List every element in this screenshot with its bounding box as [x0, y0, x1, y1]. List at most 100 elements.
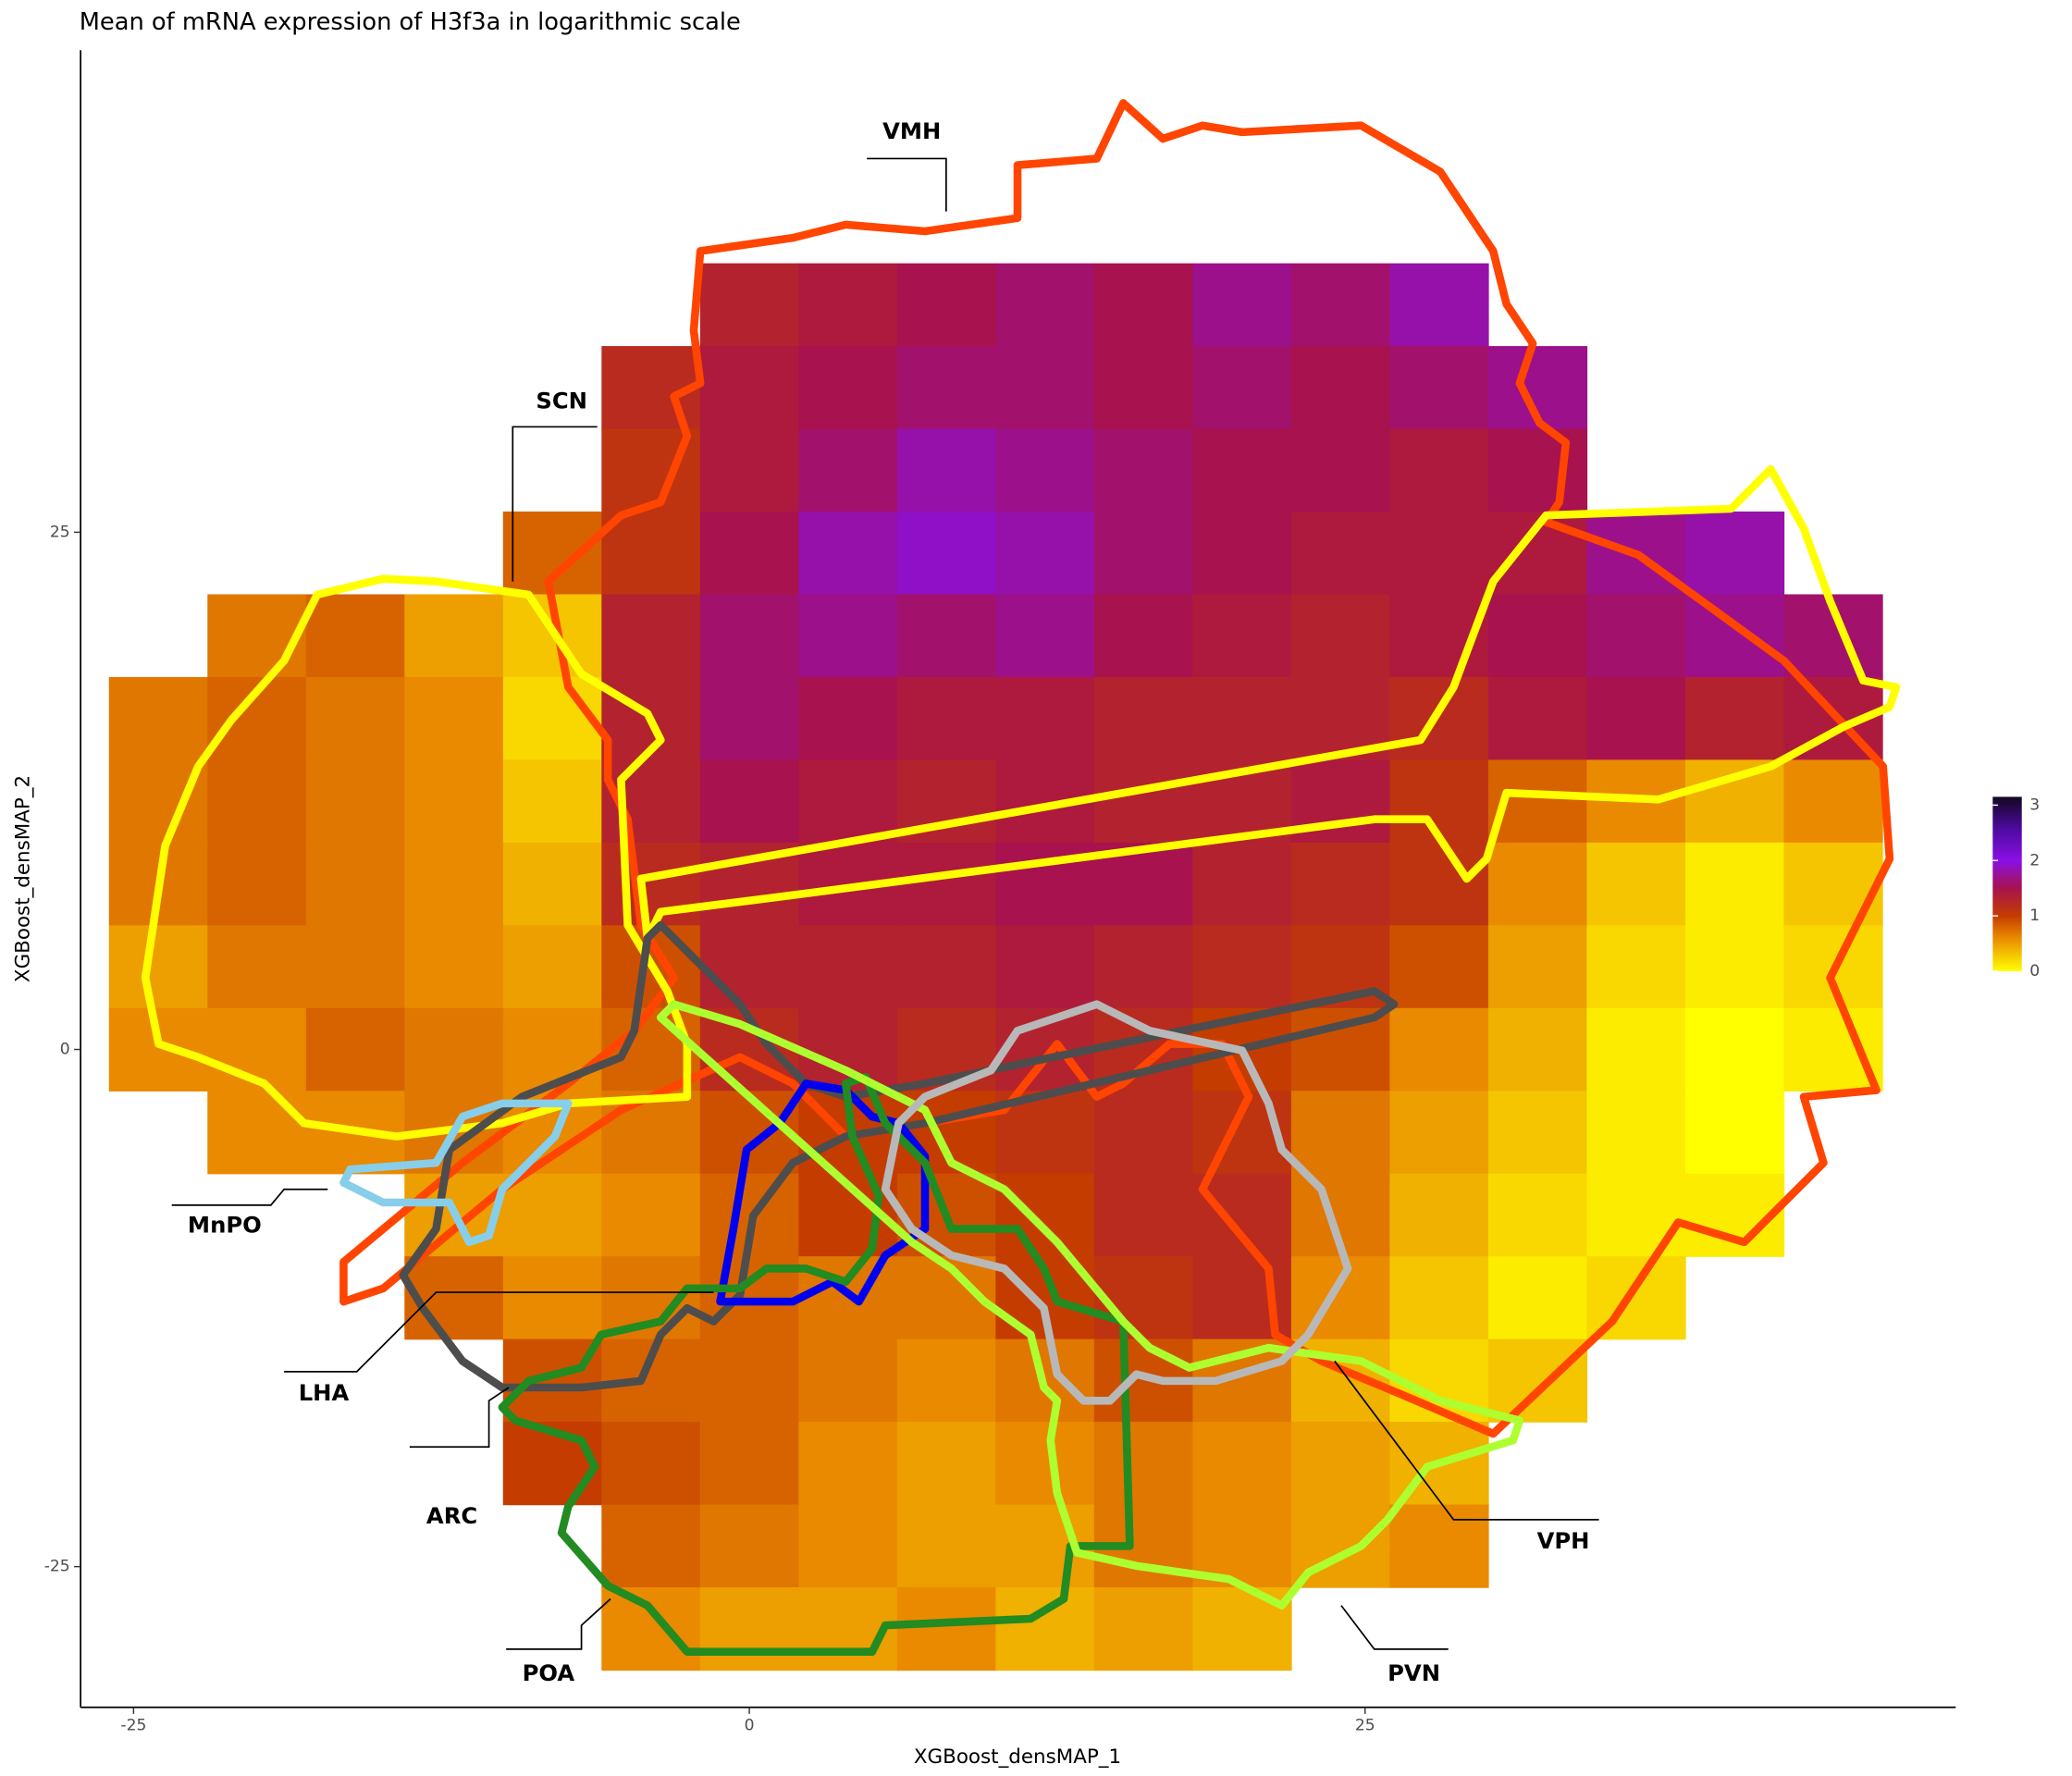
hexbin-cell: [1684, 759, 1785, 844]
hexbin-cell: [305, 759, 406, 844]
hexbin-cell: [896, 594, 997, 678]
hexbin-cell: [1290, 1422, 1391, 1506]
hexbin-cell: [404, 676, 504, 761]
hexbin-cell: [896, 346, 997, 430]
hexbin-cell: [1586, 842, 1686, 927]
hexbin-cell: [1093, 1586, 1194, 1671]
hexbin-cell: [1389, 428, 1489, 512]
hexbin-cell: [305, 925, 406, 1009]
hexbin-cell: [995, 428, 1095, 512]
region-label: VMH: [882, 117, 941, 144]
hexbin-cell: [1389, 1007, 1489, 1092]
hexbin-cell: [1684, 1091, 1785, 1175]
hexbin-cell: [1389, 346, 1489, 430]
hexbin-cell: [601, 512, 701, 596]
hexbin-cell: [699, 1091, 800, 1175]
hexbin-cell: [1487, 594, 1588, 678]
hexbin-cell: [1093, 1256, 1194, 1340]
hexbin-cell: [798, 1504, 898, 1588]
region-outline: [636, 464, 1901, 943]
hexbin-cell: [1684, 925, 1785, 1009]
hexbin-cell: [995, 1586, 1095, 1671]
hexbin-cell: [1093, 1173, 1194, 1257]
hexbin-cell: [798, 428, 898, 512]
hexbin-cell: [1487, 676, 1588, 761]
region-label: MnPO: [188, 1212, 262, 1239]
hexbin-cell: [699, 346, 800, 430]
hexbin-cell: [1290, 263, 1391, 347]
hexbin-cell: [1684, 594, 1785, 678]
y-axis-title: XGBoost_densMAP_2: [12, 775, 35, 982]
colorbar-tick-label: 1: [2029, 906, 2040, 925]
hexbin-cell: [404, 842, 504, 927]
hexbin-cell: [699, 1504, 800, 1588]
hexbin-cell: [601, 1586, 701, 1671]
hexbin-cell: [1290, 1256, 1391, 1340]
hexbin-cell: [798, 925, 898, 1009]
hexbin-cell: [1192, 346, 1292, 430]
hexbin-cell: [798, 512, 898, 596]
hexbin-cell: [305, 842, 406, 927]
hexbin-cell: [1487, 1007, 1588, 1092]
hexbin-cell: [601, 842, 701, 927]
hexbin-cell: [1389, 1091, 1489, 1175]
hexbin-cell: [1586, 1173, 1686, 1257]
hexbin-cell: [1586, 925, 1686, 1009]
region-outline: [498, 1073, 1134, 1656]
y-tick-label: 25: [50, 523, 70, 541]
hexbin-cell: [502, 1256, 603, 1340]
hexbin-cell: [1783, 1007, 1883, 1092]
hexbin-cell: [896, 676, 997, 761]
hexbin-cell: [798, 346, 898, 430]
hexbin-cell: [1290, 428, 1391, 512]
hexbin-cell: [404, 925, 504, 1009]
hexbin-cell: [1093, 1091, 1194, 1175]
hexbin-cell: [1192, 842, 1292, 927]
hexbin-cell: [995, 512, 1095, 596]
hexbin-cell: [896, 1422, 997, 1506]
region-label: POA: [523, 1659, 575, 1686]
hexbin-cell: [1586, 1091, 1686, 1175]
hexbin-cell: [995, 1422, 1095, 1506]
region-outline: [657, 1000, 1524, 1610]
hexbin-cell: [601, 1091, 701, 1175]
hexbin-cell: [798, 1007, 898, 1092]
hexbin-cell: [699, 428, 800, 512]
hexbin-cell: [1093, 346, 1194, 430]
x-tick-label: 0: [745, 1717, 755, 1735]
hexbin-cell: [601, 594, 701, 678]
region-label: PVN: [1388, 1659, 1440, 1686]
hexbin-cell: [1487, 1091, 1588, 1175]
hexbin-cell: [1684, 676, 1785, 761]
hexbin-cell: [1684, 1007, 1785, 1092]
region-outline: [339, 1099, 573, 1247]
region-label: ARC: [426, 1502, 477, 1529]
hexbin-cell: [1093, 512, 1194, 596]
y-tick-label: 0: [60, 1041, 70, 1059]
region-outline: [399, 920, 1399, 1392]
hexbin-cell: [896, 1586, 997, 1671]
hexbin-cell: [995, 676, 1095, 761]
hexbin-cell: [798, 263, 898, 347]
y-tick-label: -25: [44, 1558, 70, 1576]
hexbin-cell: [502, 759, 603, 844]
hexbin-cell: [1290, 1091, 1391, 1175]
hexbin-cell: [896, 1504, 997, 1588]
hexbin-cell: [896, 263, 997, 347]
hexbin-cell: [699, 925, 800, 1009]
region-labels: VMH SCN MnPO LHA ARC POA VPH PVN: [188, 117, 1590, 1686]
hexbin-cell: [1093, 263, 1194, 347]
leader-lines: [171, 157, 1599, 1650]
chart-title: Mean of mRNA expression of H3f3a in loga…: [80, 8, 741, 36]
leader-line: [867, 157, 947, 212]
hexbin-cell: [108, 676, 208, 761]
leader-line: [512, 426, 598, 582]
hexbin-cell: [1487, 842, 1588, 927]
hexbin-cell: [601, 1504, 701, 1588]
hexbin-cell: [1487, 925, 1588, 1009]
leader-line: [1334, 1360, 1599, 1521]
hexbin-cell: [207, 759, 307, 844]
hexbin-cell: [995, 346, 1095, 430]
hexbin-cell: [1389, 263, 1489, 347]
